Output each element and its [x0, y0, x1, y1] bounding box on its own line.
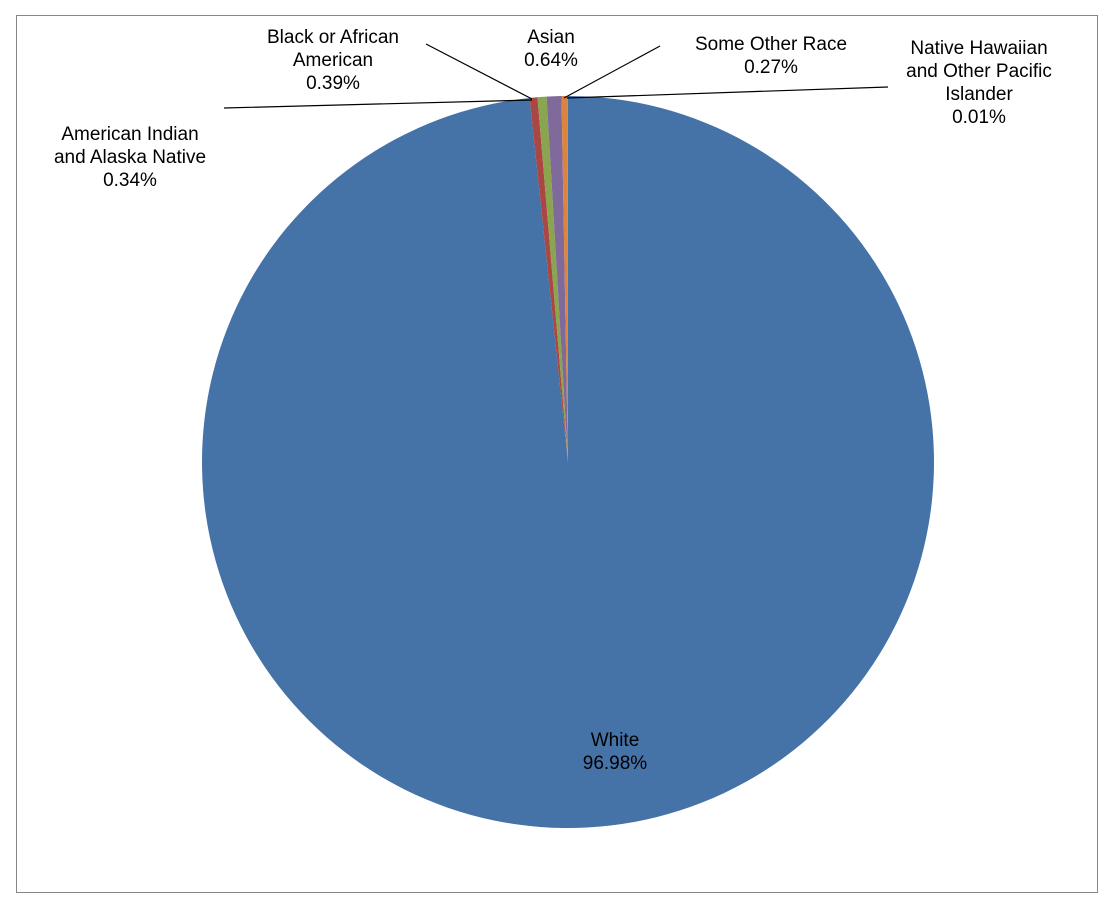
data-label-value: 0.27%: [744, 57, 798, 78]
data-label-category: American: [293, 50, 373, 71]
data-label-category: and Alaska Native: [54, 147, 206, 168]
leader-line-1: [223, 99, 533, 109]
data-label-category: and Other Pacific: [906, 61, 1052, 82]
data-label-category: Black or African: [267, 27, 399, 48]
pie-slice-3: [546, 96, 568, 462]
data-label-0: White 96.98%: [583, 730, 648, 774]
data-label-category: Islander: [945, 84, 1013, 105]
data-label-5: Native Hawaiian and Other Pacific Islander…: [906, 38, 1052, 128]
pie-slice-0: [201, 96, 934, 828]
data-label-value: 96.98%: [583, 753, 648, 774]
data-label-1: American Indian and Alaska Native 0.34%: [54, 124, 206, 191]
data-labels: White 96.98% American Indian and Alaska Nat…: [54, 27, 1052, 774]
data-label-value: 0.34%: [103, 170, 157, 191]
data-label-2: Black or African American 0.39%: [267, 27, 399, 94]
data-label-value: 0.64%: [524, 50, 578, 71]
data-label-category: Some Other Race: [695, 34, 847, 55]
pie-slices: [201, 95, 934, 828]
data-label-category: Native Hawaiian: [910, 38, 1047, 59]
data-label-value: 0.01%: [952, 107, 1006, 128]
leader-line-2: [425, 43, 533, 100]
leader-lines: [223, 43, 889, 109]
leader-line-4: [563, 45, 661, 99]
data-label-value: 0.39%: [306, 73, 360, 94]
data-label-category: White: [591, 730, 640, 751]
data-label-category: American Indian: [61, 124, 198, 145]
data-label-4: Some Other Race 0.27%: [695, 34, 847, 78]
pie-slice-1: [529, 97, 568, 463]
pie-slice-4: [561, 96, 568, 462]
data-label-3: Asian 0.64%: [524, 27, 578, 71]
leader-line-5: [566, 86, 889, 99]
pie-slice-2: [537, 96, 568, 462]
data-label-category: Asian: [527, 27, 575, 48]
